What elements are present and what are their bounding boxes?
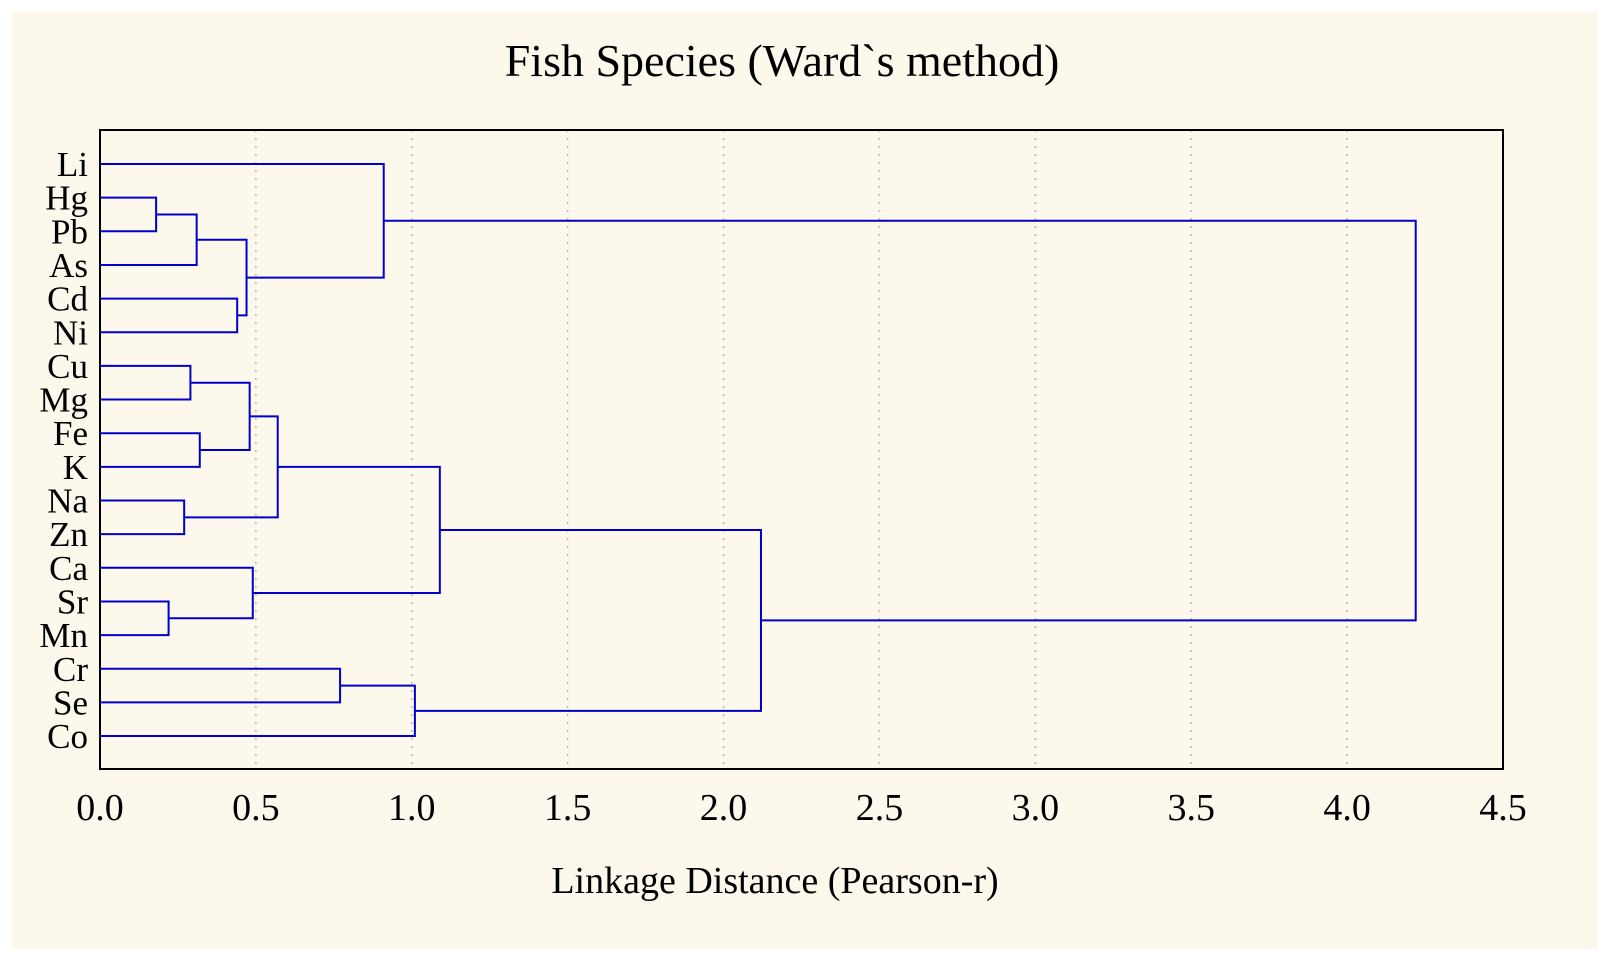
leaf-label: Hg [45,179,88,218]
leaf-label: Mn [39,616,88,655]
dendrogram-link [100,364,192,401]
dendrogram-link [100,566,254,620]
x-tick-label: 1.5 [544,787,592,829]
leaf-label: Fe [53,414,88,453]
x-tick-label: 0.5 [232,787,280,829]
leaf-label: As [49,246,88,285]
x-tick-label: 2.5 [856,787,904,829]
plot-frame [99,129,1504,770]
figure-panel: Fish Species (Ward`s method) Li Hg Pb As Cd N… [12,12,1598,949]
dendrogram-link [100,499,186,536]
dendrogram-link [196,238,248,317]
dendrogram-link [190,381,251,452]
dendrogram-links [100,163,1417,738]
x-axis-label: Linkage Distance (Pearson-r) [551,860,998,902]
x-axis-ticks: 0.0 0.5 1.0 1.5 2.0 2.5 3.0 3.5 4.0 4.5 [76,787,1527,829]
dendrogram-chart: Fish Species (Ward`s method) LiHgPbAsCdN… [39,35,1527,902]
dendrogram-link [100,163,385,279]
leaf-label: K [63,448,88,487]
leaf-label: Zn [49,515,88,554]
leaf-label: Co [47,717,88,756]
x-tick-label: 4.0 [1323,787,1371,829]
x-tick-label: 3.5 [1167,787,1215,829]
leaf-label: Ca [49,549,88,588]
leaf-label: Cd [47,280,88,319]
x-tick-label: 0.0 [76,787,124,829]
chart-title: Fish Species (Ward`s method) [505,35,1060,86]
leaf-label: Li [57,145,88,184]
dendrogram-link [100,196,158,233]
dendrogram-link [100,600,170,637]
dendrogram-link [100,213,198,266]
leaf-label: Ni [53,313,88,352]
dendrogram-link [100,684,416,738]
dendrogram-link [184,415,279,519]
x-tick-label: 3.0 [1012,787,1060,829]
leaf-label: Se [53,683,88,722]
dendrogram-link [100,667,342,704]
leaf-label: Sr [57,582,88,621]
x-tick-label: 4.5 [1479,787,1527,829]
leaf-label: Cu [47,347,88,386]
dendrogram-link [100,432,201,468]
x-tick-label: 1.0 [388,787,436,829]
dendrogram-link [414,528,762,712]
dendrogram-link [252,465,441,595]
x-tick-label: 2.0 [700,787,748,829]
grid-lines [255,130,1348,769]
leaf-label: Mg [39,381,88,420]
dendrogram-link [383,219,1417,622]
leaf-label: Cr [53,650,88,689]
dendrogram-link [100,297,239,334]
leaf-label: Na [47,482,88,521]
leaf-label: Pb [51,212,88,251]
